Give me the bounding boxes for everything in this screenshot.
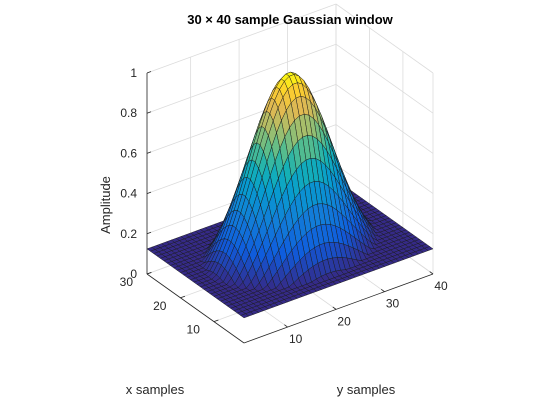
z-tick-mark-3 [146, 151, 152, 154]
grid-line-right-z-3 [335, 84, 434, 154]
x-tick-label-2: 30 [120, 275, 134, 289]
z-tick-label-3: 0.6 [120, 146, 137, 160]
x-tick-label-1: 20 [153, 299, 167, 313]
x-tick-label-0: 10 [187, 323, 201, 337]
z-tick-label-0: 0 [130, 267, 137, 281]
chart-title: 30 × 40 sample Gaussian window [187, 12, 393, 27]
z-tick-mark-2 [146, 191, 152, 194]
grid-line-right-z-4 [335, 43, 434, 114]
z-tick-mark-5 [146, 71, 152, 74]
grid-line-right-z-5 [335, 3, 434, 74]
z-tick-label-1: 0.2 [120, 227, 137, 241]
x-axis-line [146, 273, 245, 344]
z-tick-mark-1 [146, 231, 152, 235]
y-tick-label-2: 30 [386, 297, 400, 311]
y-tick-label-0: 10 [289, 332, 303, 346]
tick-labels: 0 0.2 0.4 0.6 0.8 1 10 20 30 10 20 30 40 [120, 66, 448, 346]
y-tick-mark-3 [429, 271, 434, 275]
grid-line-right-z-1 [335, 164, 434, 235]
grid-line-back-z-4 [146, 43, 337, 114]
x-tick-mark-2 [146, 272, 152, 275]
y-tick-label-1: 20 [337, 314, 351, 328]
grid-line-back-z-5 [146, 3, 337, 74]
y-tick-mark-1 [332, 306, 337, 310]
y-tick-mark-2 [381, 288, 385, 293]
z-axis-label: Amplitude [98, 176, 113, 234]
z-tick-label-4: 0.8 [120, 106, 137, 120]
surface-cell [240, 313, 250, 319]
z-tick-label-5: 1 [130, 66, 137, 80]
x-tick-mark-1 [180, 295, 186, 299]
z-tick-label-2: 0.4 [120, 187, 137, 201]
y-axis-line [243, 273, 434, 344]
surface-plot [146, 71, 434, 319]
y-tick-mark-0 [284, 324, 288, 328]
y-tick-label-3: 40 [434, 279, 448, 293]
z-tick-mark-4 [146, 111, 152, 114]
x-tick-mark-0 [213, 319, 219, 322]
grid-line-right-z-2 [335, 124, 434, 194]
x-axis-label: x samples [126, 382, 185, 397]
y-axis-label: y samples [337, 382, 396, 397]
